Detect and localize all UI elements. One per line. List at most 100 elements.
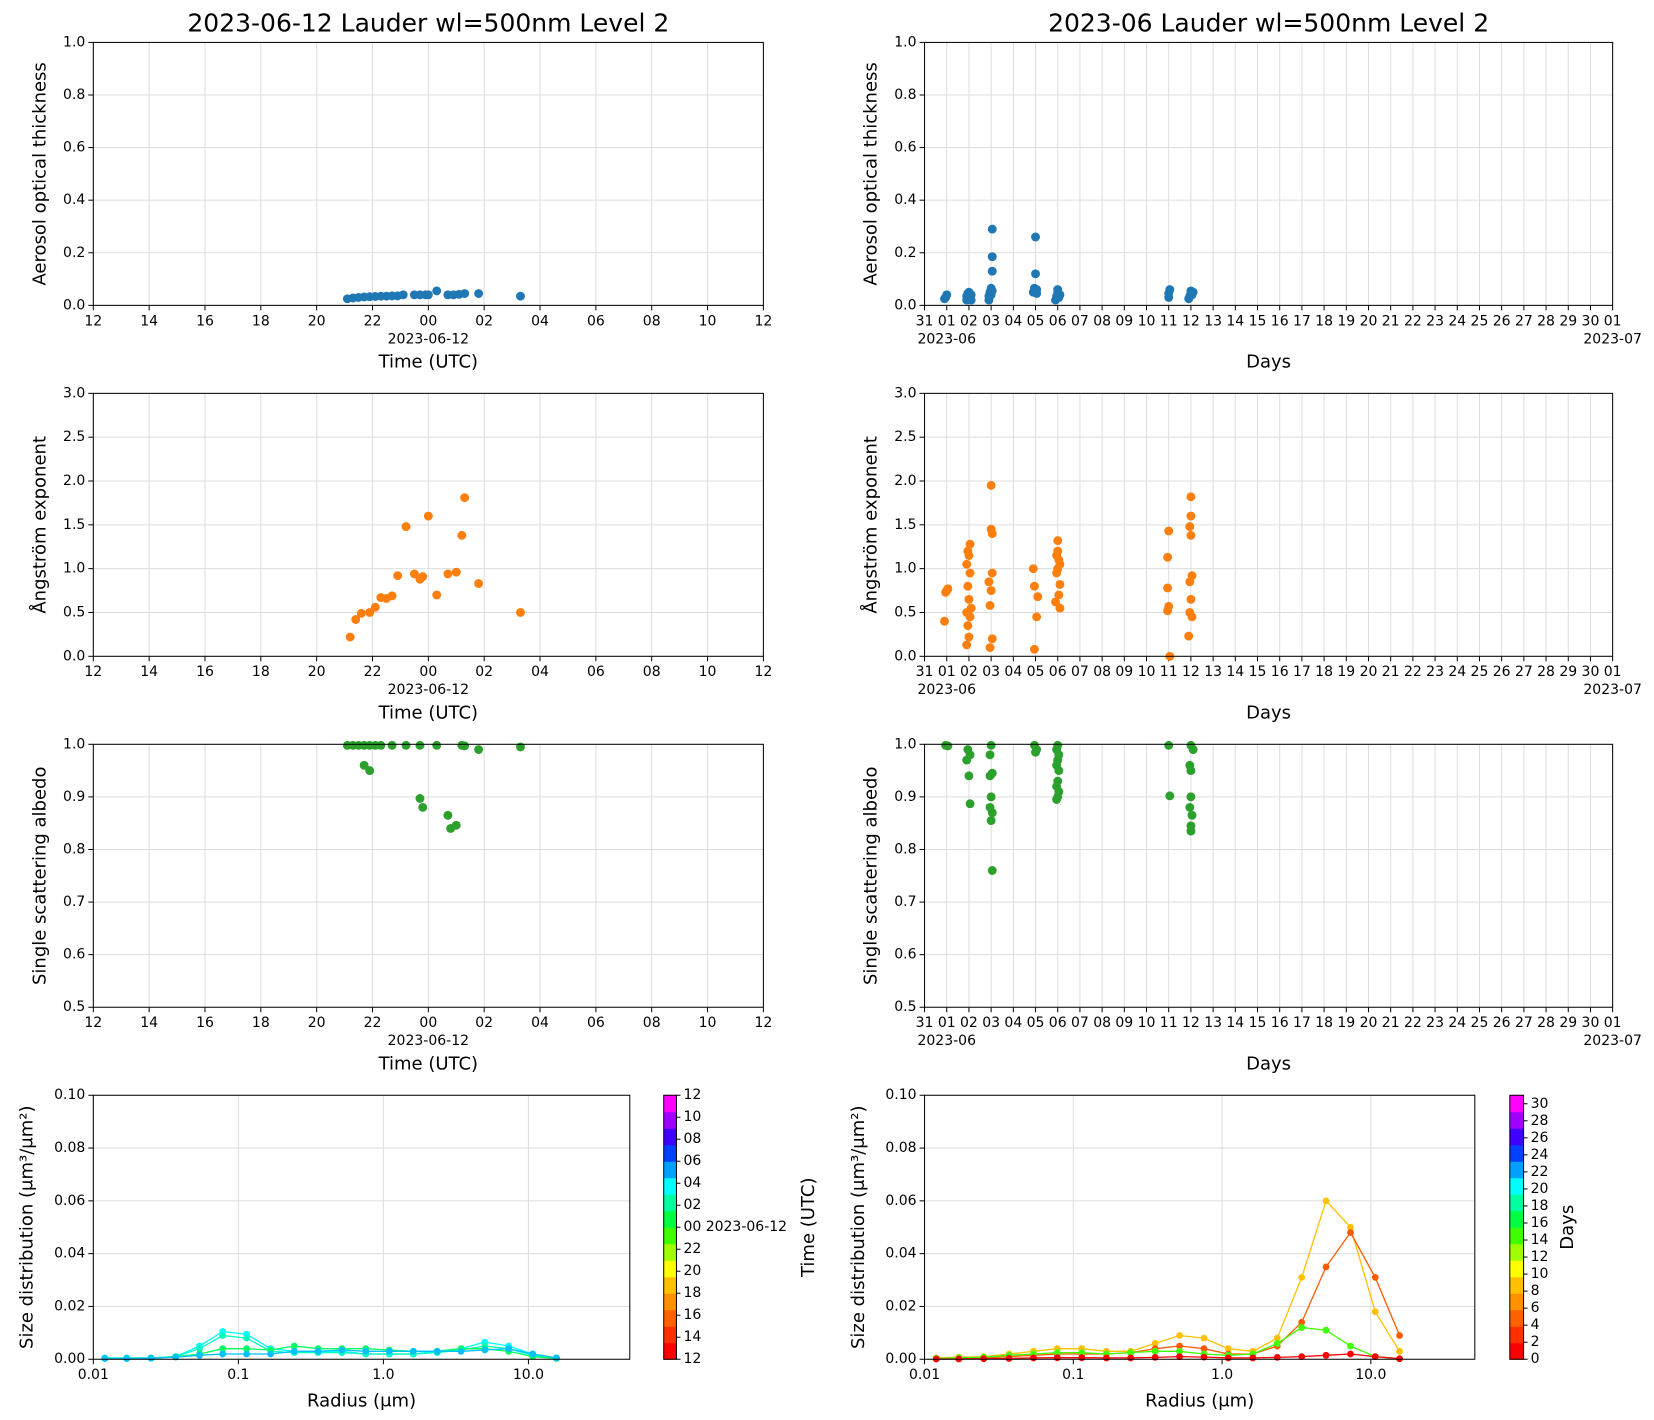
point <box>987 266 997 276</box>
y-tick-label: 0.06 <box>885 1193 916 1209</box>
y-tick-label: 0.08 <box>885 1140 916 1156</box>
point <box>963 621 973 631</box>
x-tick-label: 06 <box>587 313 605 329</box>
colorbar-tick-label: 12 <box>683 1351 701 1367</box>
colorbar-band <box>1509 1243 1524 1261</box>
point <box>433 1347 441 1355</box>
point <box>401 740 411 750</box>
x-tick-label: 08 <box>643 313 661 329</box>
point <box>965 568 975 578</box>
point <box>401 522 411 532</box>
x-tick-label: 29 <box>1559 664 1577 680</box>
point <box>1005 1355 1013 1362</box>
x-tick-label: 1.0 <box>1211 1367 1233 1383</box>
point <box>1127 1354 1135 1362</box>
point <box>985 601 995 610</box>
x-tick-label: 10 <box>699 664 717 680</box>
point <box>1164 740 1174 750</box>
y-axis-label: Aerosol optical thickness <box>29 62 50 285</box>
y-axis-label: Ångström exponent <box>28 436 50 614</box>
colorbar-tick-label: 28 <box>1531 1113 1549 1129</box>
x-axis-label: Days <box>1246 352 1291 373</box>
colorbar-tick-label: 18 <box>1531 1198 1549 1214</box>
x-axis-label: Radius (μm) <box>1145 1391 1254 1412</box>
point <box>1185 608 1195 617</box>
point <box>1052 795 1062 804</box>
point <box>1176 1342 1183 1350</box>
point <box>393 571 403 581</box>
point <box>376 740 386 750</box>
x-tick-label: 16 <box>1271 313 1289 329</box>
colorbar-tick-label: 06 <box>683 1153 701 1169</box>
x-tick-label: 02 <box>475 313 493 329</box>
point <box>966 295 976 305</box>
point <box>1187 571 1197 581</box>
point <box>423 290 433 300</box>
colorbar-tick-label: 04 <box>683 1175 701 1191</box>
point <box>1053 1354 1061 1362</box>
point <box>505 1345 512 1353</box>
x-axis-label: Radius (μm) <box>307 1391 416 1412</box>
x-tick-label: 14 <box>1226 1015 1244 1031</box>
x-tick-label: 12 <box>84 664 102 680</box>
x-tick-label: 12 <box>754 664 772 680</box>
colorbar-tick-label: 18 <box>683 1285 701 1301</box>
colorbar-band <box>1509 1144 1524 1162</box>
x-tick-label: 26 <box>1493 1015 1511 1031</box>
x-tick-label: 13 <box>1204 1015 1222 1031</box>
colorbar-tick-label: 30 <box>1531 1096 1549 1112</box>
point <box>1032 612 1042 622</box>
y-tick-label: 0.6 <box>894 947 916 963</box>
point <box>1200 1334 1208 1342</box>
point <box>219 1345 227 1353</box>
point <box>987 808 997 818</box>
point <box>1371 1353 1379 1361</box>
panel: 0.01 0.1 1.0 10.0 0.00 0.02 0.04 0.06 0.08 0.10 Ra… <box>848 1087 1578 1411</box>
point <box>387 740 397 750</box>
point <box>1298 1324 1306 1331</box>
x-tick-label: 22 <box>364 313 382 329</box>
y-tick-label: 1.0 <box>894 34 916 50</box>
x-tick-label: 20 <box>308 1015 326 1031</box>
y-tick-label: 0.5 <box>894 604 916 620</box>
point <box>986 792 996 802</box>
colorbar-band <box>663 1095 677 1113</box>
x-tick-label: 21 <box>1382 1015 1400 1031</box>
y-tick-label: 0.04 <box>885 1246 916 1262</box>
point <box>451 567 461 577</box>
colorbar-label: Days <box>1557 1205 1578 1250</box>
x-tick-label: 14 <box>140 664 158 680</box>
point <box>243 1345 250 1353</box>
point <box>985 771 995 781</box>
x-tick-label: 22 <box>364 1015 382 1031</box>
colorbar-band <box>663 1111 677 1129</box>
panel: 12 14 16 18 20 22 00 02 04 06 08 10 12 2023-06-12 0.0 0… <box>28 385 772 723</box>
colorbar-band <box>663 1309 677 1327</box>
y-tick-label: 1.0 <box>894 736 916 752</box>
point <box>415 794 425 803</box>
plot-frame <box>92 41 764 306</box>
x-tick-label: 08 <box>643 664 661 680</box>
point <box>1273 1354 1281 1361</box>
x-tick-label: 07 <box>1071 1015 1089 1031</box>
point <box>365 608 375 617</box>
x-tick-label: 01 <box>938 313 956 329</box>
y-tick-label: 0.2 <box>894 245 916 261</box>
x-tick-label: 10.0 <box>1355 1367 1386 1383</box>
point <box>356 608 366 618</box>
point <box>986 816 996 826</box>
x-tick-label: 18 <box>252 1015 270 1031</box>
x-tick-label: 02 <box>475 1015 493 1031</box>
point <box>965 799 975 809</box>
x-tick-label: 26 <box>1493 664 1511 680</box>
point <box>943 584 953 594</box>
point <box>940 616 949 626</box>
point <box>409 569 419 579</box>
point <box>474 579 484 589</box>
y-tick-label: 0.10 <box>885 1087 916 1103</box>
x-tick-label: 06 <box>587 664 605 680</box>
x-tick-label: 15 <box>1249 1015 1267 1031</box>
colorbar-tick-label: 8 <box>1531 1283 1540 1299</box>
point <box>385 1347 393 1355</box>
